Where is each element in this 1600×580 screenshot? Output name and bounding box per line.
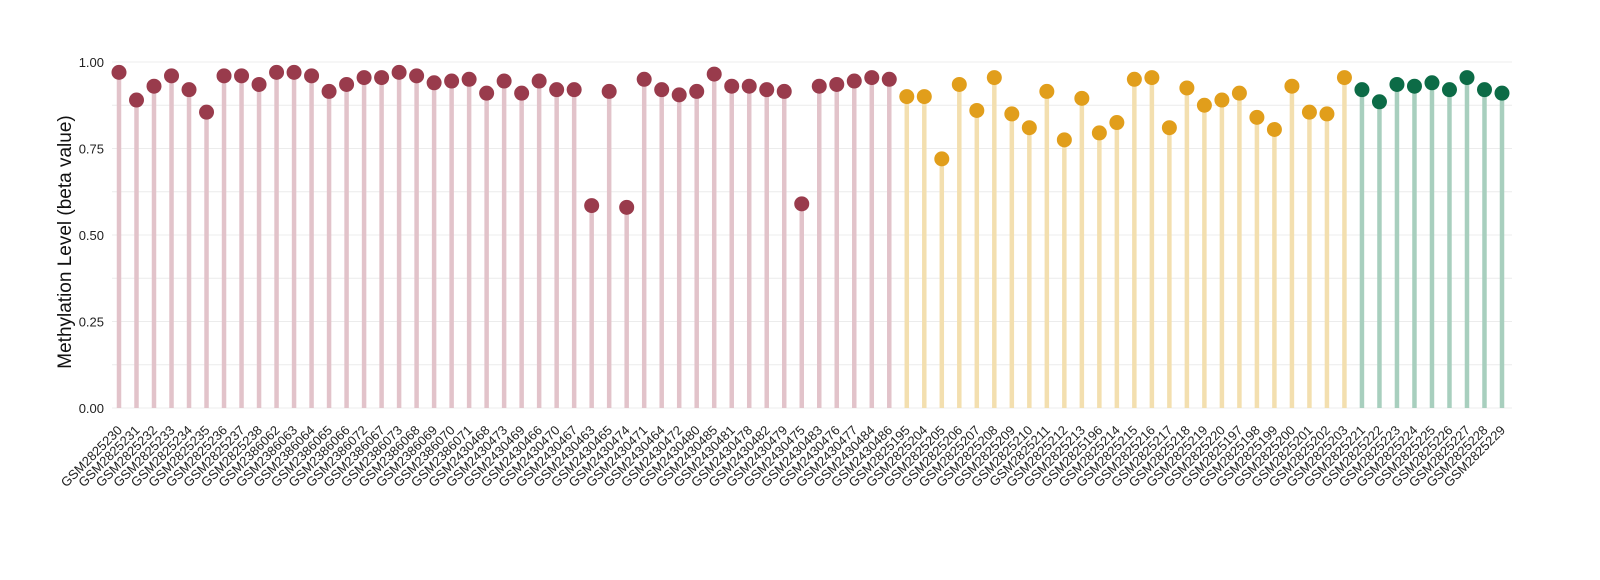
x-axis-labels: GSM2825230GSM2825231GSM2825232GSM2825233…: [58, 423, 1508, 490]
data-point: [1109, 115, 1125, 131]
data-point: [339, 76, 355, 92]
data-point: [671, 87, 687, 103]
stems: [116, 72, 1505, 408]
data-point: [864, 70, 880, 86]
data-point: [391, 64, 407, 80]
data-point: [356, 70, 372, 86]
data-point: [811, 78, 827, 94]
data-point: [794, 196, 810, 212]
data-point: [251, 76, 267, 92]
data-point: [881, 71, 897, 87]
data-point: [1406, 78, 1422, 94]
data-point: [1126, 71, 1142, 87]
data-point: [1266, 121, 1282, 137]
y-axis: 0.00 0.25 0.50 0.75 1.00: [79, 55, 104, 416]
data-point: [951, 76, 967, 92]
data-point: [1459, 70, 1475, 86]
data-point: [111, 64, 127, 80]
data-point: [1441, 82, 1457, 98]
data-point: [409, 68, 425, 84]
data-point: [829, 76, 845, 92]
data-point: [986, 70, 1002, 86]
data-point: [531, 73, 547, 89]
data-point: [1039, 83, 1055, 99]
data-point: [969, 102, 985, 118]
data-point: [724, 78, 740, 94]
data-point: [1231, 85, 1247, 101]
data-point: [181, 82, 197, 98]
data-point: [776, 83, 792, 99]
data-point: [286, 64, 302, 80]
data-point: [321, 83, 337, 99]
data-point: [1354, 82, 1370, 98]
data-point: [426, 75, 442, 91]
data-point: [549, 82, 565, 98]
data-point: [1196, 97, 1212, 113]
y-tick-label: 0.75: [79, 142, 104, 157]
data-point: [636, 71, 652, 87]
data-point: [129, 92, 145, 108]
data-point: [1056, 132, 1072, 148]
data-point: [1284, 78, 1300, 94]
data-point: [1371, 94, 1387, 110]
data-point: [741, 78, 757, 94]
data-point: [1319, 106, 1335, 122]
data-point: [496, 73, 512, 89]
data-point: [1004, 106, 1020, 122]
data-point: [934, 151, 950, 167]
data-point: [706, 66, 722, 82]
y-tick-label: 0.25: [79, 315, 104, 330]
data-point: [584, 198, 600, 214]
data-point: [461, 71, 477, 87]
data-point: [899, 89, 915, 105]
data-point: [601, 83, 617, 99]
points: [111, 64, 1510, 215]
data-point: [846, 73, 862, 89]
data-point: [1389, 76, 1405, 92]
data-point: [269, 64, 285, 80]
data-point: [1424, 75, 1440, 91]
data-point: [1494, 85, 1510, 101]
data-point: [1301, 104, 1317, 120]
y-tick-label: 0.50: [79, 228, 104, 243]
data-point: [374, 70, 390, 86]
data-point: [1179, 80, 1195, 96]
data-point: [304, 68, 320, 84]
data-point: [1476, 82, 1492, 98]
data-point: [164, 68, 180, 84]
data-point: [654, 82, 670, 98]
data-point: [1214, 92, 1230, 108]
data-point: [444, 73, 460, 89]
data-point: [1091, 125, 1107, 141]
data-point: [216, 68, 232, 84]
data-point: [1021, 120, 1037, 136]
y-tick-label: 1.00: [79, 55, 104, 70]
data-point: [514, 85, 530, 101]
data-point: [566, 82, 582, 98]
data-point: [689, 83, 705, 99]
data-point: [1336, 70, 1352, 86]
data-point: [479, 85, 495, 101]
data-point: [199, 104, 215, 120]
y-axis-title: Methylation Level (beta value): [55, 115, 76, 368]
data-point: [619, 199, 635, 215]
data-point: [1074, 90, 1090, 106]
data-point: [759, 82, 775, 98]
data-point: [1161, 120, 1177, 136]
data-point: [1144, 70, 1160, 86]
data-point: [1249, 109, 1265, 125]
data-point: [234, 68, 250, 84]
data-point: [146, 78, 162, 94]
data-point: [916, 89, 932, 105]
y-tick-label: 0.00: [79, 401, 104, 416]
